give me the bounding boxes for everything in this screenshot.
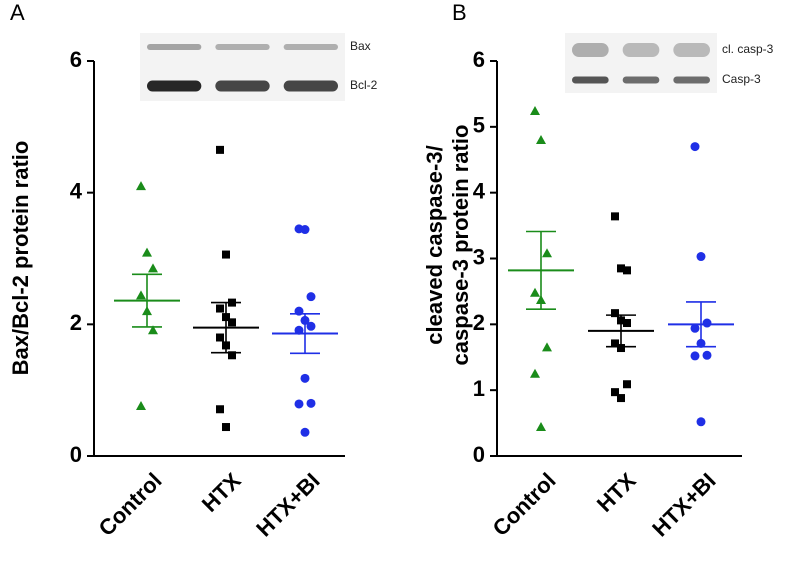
blot-band bbox=[572, 43, 609, 57]
blot-band bbox=[673, 43, 710, 57]
data-point bbox=[696, 417, 706, 427]
data-point bbox=[306, 321, 316, 331]
x-tick-label: HTX+BI bbox=[647, 468, 720, 541]
y-tick-label: 5 bbox=[473, 113, 485, 138]
y-axis-label: cleaved caspase-3/ bbox=[422, 145, 447, 344]
data-point bbox=[611, 309, 619, 318]
error-bar bbox=[526, 230, 556, 310]
data-point bbox=[216, 304, 224, 313]
y-tick-label: 6 bbox=[70, 47, 82, 72]
data-point bbox=[617, 344, 625, 353]
data-point bbox=[542, 342, 552, 352]
data-point bbox=[148, 325, 158, 335]
data-point bbox=[611, 212, 619, 221]
blot-band bbox=[572, 76, 609, 84]
data-point bbox=[306, 292, 316, 302]
data-point bbox=[623, 380, 631, 389]
data-point bbox=[136, 181, 146, 191]
data-point bbox=[690, 323, 700, 333]
data-point bbox=[300, 427, 310, 437]
blot-band bbox=[215, 80, 270, 92]
blot-label: Casp-3 bbox=[722, 72, 761, 86]
data-point bbox=[228, 318, 236, 327]
blot-band bbox=[283, 44, 338, 50]
data-point bbox=[530, 368, 540, 378]
data-point bbox=[702, 318, 712, 328]
blot-band bbox=[622, 76, 660, 84]
data-point bbox=[623, 319, 631, 328]
data-point bbox=[228, 351, 236, 360]
error-bar bbox=[211, 301, 241, 354]
data-point bbox=[611, 339, 619, 348]
x-tick-label: Control bbox=[488, 468, 561, 541]
data-point bbox=[216, 333, 224, 342]
data-point bbox=[611, 388, 619, 397]
data-point bbox=[530, 287, 540, 297]
blot-band bbox=[147, 44, 202, 50]
y-tick-label: 1 bbox=[473, 376, 485, 401]
y-tick-label: 0 bbox=[473, 442, 485, 467]
y-axis-label: Bax/Bcl-2 protein ratio bbox=[8, 141, 33, 376]
y-tick-label: 4 bbox=[473, 178, 486, 203]
y-tick-label: 3 bbox=[473, 244, 485, 269]
data-point bbox=[690, 142, 700, 152]
x-tick-label: Control bbox=[94, 468, 167, 541]
data-point bbox=[216, 145, 224, 154]
y-tick-label: 4 bbox=[70, 178, 83, 203]
data-point bbox=[294, 399, 304, 409]
data-point bbox=[536, 422, 546, 432]
data-point bbox=[690, 351, 700, 361]
data-point bbox=[294, 325, 304, 335]
data-point bbox=[142, 247, 152, 257]
x-tick-label: HTX bbox=[197, 468, 246, 517]
x-tick-label: HTX+BI bbox=[251, 468, 324, 541]
y-tick-label: 2 bbox=[473, 310, 485, 335]
error-bar bbox=[606, 314, 636, 348]
data-point bbox=[530, 106, 540, 116]
data-point bbox=[222, 423, 230, 432]
panel-label: A bbox=[10, 0, 25, 25]
panel-label: B bbox=[452, 0, 467, 25]
data-point bbox=[617, 264, 625, 273]
blot-band bbox=[215, 44, 270, 50]
blot-band bbox=[283, 80, 338, 92]
error-bar bbox=[290, 313, 320, 355]
data-point bbox=[542, 248, 552, 258]
blot-band bbox=[147, 80, 202, 92]
blot-band bbox=[673, 76, 710, 84]
blot-label: Bax bbox=[350, 39, 371, 53]
data-point bbox=[536, 135, 546, 144]
error-bar bbox=[132, 273, 162, 328]
data-point bbox=[696, 252, 706, 262]
data-point bbox=[136, 400, 146, 410]
blot-background bbox=[565, 33, 717, 93]
data-point bbox=[136, 290, 146, 300]
x-tick-label: HTX bbox=[592, 468, 641, 517]
data-point bbox=[617, 394, 625, 403]
data-point bbox=[300, 373, 310, 383]
y-tick-label: 0 bbox=[70, 442, 82, 467]
error-bar bbox=[686, 301, 716, 348]
y-tick-label: 6 bbox=[473, 47, 485, 72]
blot-label: Bcl-2 bbox=[350, 78, 378, 92]
y-axis-label: caspase-3 protein ratio bbox=[448, 125, 473, 366]
y-tick-label: 2 bbox=[70, 310, 82, 335]
data-point bbox=[148, 263, 158, 273]
data-point bbox=[216, 405, 224, 414]
data-point bbox=[702, 350, 712, 360]
data-point bbox=[306, 398, 316, 408]
data-point bbox=[623, 266, 631, 275]
data-point bbox=[222, 250, 230, 259]
data-point bbox=[300, 225, 310, 235]
blot-label: cl. casp-3 bbox=[722, 42, 774, 56]
blot-band bbox=[622, 43, 660, 57]
